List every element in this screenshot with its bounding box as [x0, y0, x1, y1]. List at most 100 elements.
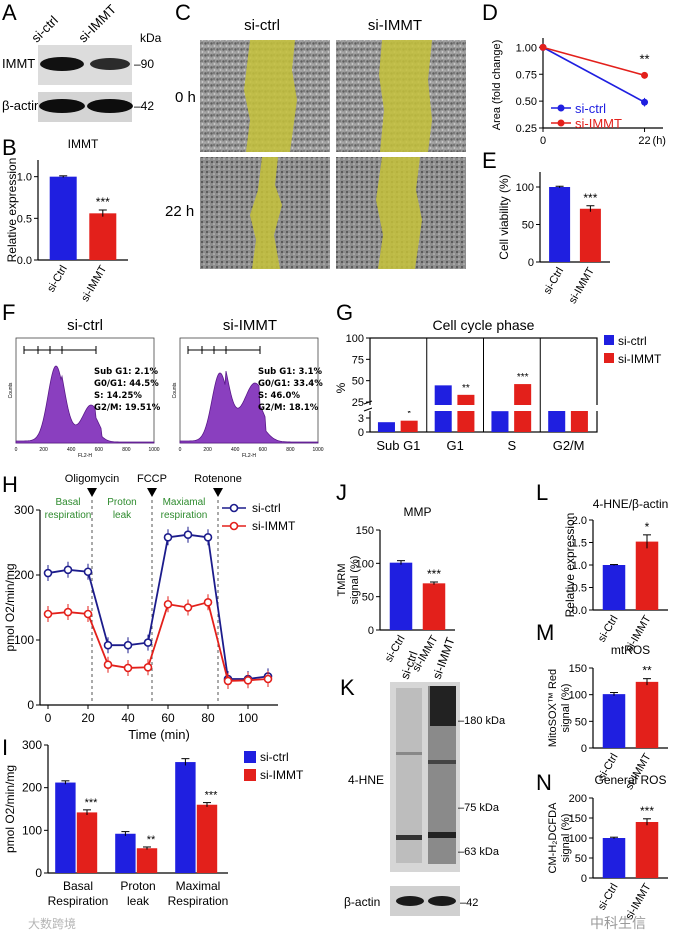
- panel-letter-e: E: [482, 148, 497, 173]
- significance: ***: [517, 372, 529, 383]
- legend-label: si-IMMT: [252, 519, 296, 533]
- point-si-ctrl: [123, 640, 133, 650]
- significance: ***: [205, 790, 219, 802]
- x-tick-label: si-IMMT: [567, 265, 597, 306]
- y-axis-label: CM-H₂DCFDA: [547, 802, 559, 874]
- stat-text: G2/M: 19.51%: [94, 403, 161, 413]
- watermark-left: 大数跨境: [28, 916, 76, 931]
- point-si-ctrl: [203, 532, 213, 542]
- x-tick-label: Respiration: [168, 894, 229, 908]
- panel-letter-f: F: [2, 300, 15, 325]
- panel-letter-b: B: [2, 135, 17, 160]
- chart-title: IMMT: [68, 137, 99, 151]
- injection-arrow: [147, 488, 157, 497]
- x-tick-label: 0: [540, 135, 546, 147]
- band-ctrl-a: [396, 752, 422, 755]
- band-actin-k-immt: [428, 896, 456, 906]
- x-tick-label: 1000: [148, 447, 159, 453]
- x-tick-label: 600: [95, 447, 104, 453]
- bar-break: [485, 405, 539, 411]
- panel-letter-d: D: [482, 0, 498, 25]
- series-line-si-IMMT: [47, 601, 269, 682]
- legend-marker: [229, 503, 239, 513]
- band-63-ctrl: [396, 835, 422, 840]
- point-si-IMMT: [223, 676, 233, 686]
- legend-label: si-IMMT: [575, 116, 622, 131]
- significance: ***: [427, 567, 441, 581]
- col-label-si-immt: si-IMMT: [368, 17, 422, 34]
- bar-si-Ctrl: [602, 694, 626, 748]
- point-si-IMMT: [83, 609, 93, 619]
- x-unit: (h): [653, 135, 666, 147]
- stat-text: S: 14.25%: [94, 391, 142, 401]
- chart-title: mtROS: [611, 643, 650, 657]
- point-si-ctrl: [143, 638, 153, 647]
- y-tick-label: 200: [22, 781, 42, 795]
- y-axis-label: signal (%): [560, 684, 572, 733]
- bar-break: [428, 405, 482, 411]
- significance: **: [639, 51, 649, 66]
- panel-letter-n: N: [536, 770, 552, 795]
- bar-si-ctrl-Proton leak: [115, 833, 136, 873]
- wound-area-immt-22h: [376, 157, 422, 269]
- x-tick-label: 1000: [312, 447, 323, 453]
- stat-text: Sub G1: 2.1%: [94, 367, 159, 377]
- y-axis-label: Relative expression: [563, 513, 577, 618]
- y-tick-label: 100: [569, 690, 587, 702]
- point-si-IMMT: [539, 43, 547, 51]
- y-tick-label: 50: [352, 376, 364, 388]
- bar-si-Ctrl: [549, 187, 571, 262]
- band-actin-si: [87, 99, 133, 113]
- y-axis-label: pmol O2/min/mg: [3, 765, 17, 853]
- col-label-si-ctrl: si-ctrl: [244, 17, 280, 34]
- x-tick-label: 800: [286, 447, 295, 453]
- y-tick-label: 0.50: [516, 96, 537, 108]
- significance: ***: [85, 797, 99, 809]
- x-tick-label: 22: [638, 135, 650, 147]
- y-tick-label: 0.5: [572, 583, 587, 595]
- point-si-ctrl: [83, 567, 93, 577]
- point-si-ctrl: [163, 532, 173, 542]
- chart-b: 0.0 0.5 1.0 si-Ctrl *** si-IMMT IMMT Relative e…: [5, 137, 128, 304]
- wound-area-ctrl-22h: [250, 157, 282, 269]
- injection-label: FCCP: [137, 473, 167, 485]
- phase-label: respiration: [161, 510, 208, 521]
- legend-swatch: [244, 751, 256, 763]
- point-si-IMMT: [143, 662, 153, 672]
- x-tick-label: S: [508, 438, 517, 453]
- bar-si-IMMT-Sub G1: [400, 420, 418, 432]
- injection-label: Rotenone: [194, 473, 242, 485]
- point-si-IMMT: [63, 607, 73, 617]
- y-axis-label: Area (fold change): [491, 40, 503, 131]
- y-tick-label: 0.0: [17, 255, 32, 267]
- bar-break: [372, 405, 425, 411]
- stat-text: Sub G1: 3.1%: [258, 367, 323, 377]
- x-tick-label: G1: [446, 438, 463, 453]
- bar-si-Ctrl: [389, 562, 413, 630]
- marker-75: –75 kDa: [458, 802, 500, 814]
- marker-42-k: –42: [460, 897, 478, 909]
- y-tick-label: 100: [356, 558, 374, 570]
- y-axis-label: pmol O2/min/mg: [3, 563, 17, 651]
- x-tick-label: Maximal: [176, 879, 221, 893]
- significance: **: [642, 664, 652, 678]
- bar-si-ctrl-Sub G1: [377, 422, 395, 432]
- band-63-immt: [428, 832, 456, 838]
- bar-si-IMMT-Maximal Respiration: [196, 804, 218, 873]
- marker-180: –180 kDa: [458, 715, 506, 727]
- phase-label: Basal: [55, 497, 80, 508]
- y-tick-label: 50: [575, 716, 587, 728]
- y-tick-label: 0.75: [516, 69, 537, 81]
- y-tick-label: 0: [368, 625, 374, 637]
- wound-area-ctrl-0h: [244, 40, 297, 152]
- bar-si-IMMT-Proton leak: [136, 848, 158, 873]
- legend-label: si-ctrl: [618, 334, 647, 348]
- blot-label-actin: β-actin: [2, 98, 41, 113]
- panel-letter-h: H: [2, 472, 18, 497]
- significance: **: [147, 834, 156, 846]
- bar-si-IMMT: [635, 681, 659, 748]
- bar-si-ctrl-Basal Respiration: [55, 782, 76, 873]
- bar-si-Ctrl: [602, 565, 626, 610]
